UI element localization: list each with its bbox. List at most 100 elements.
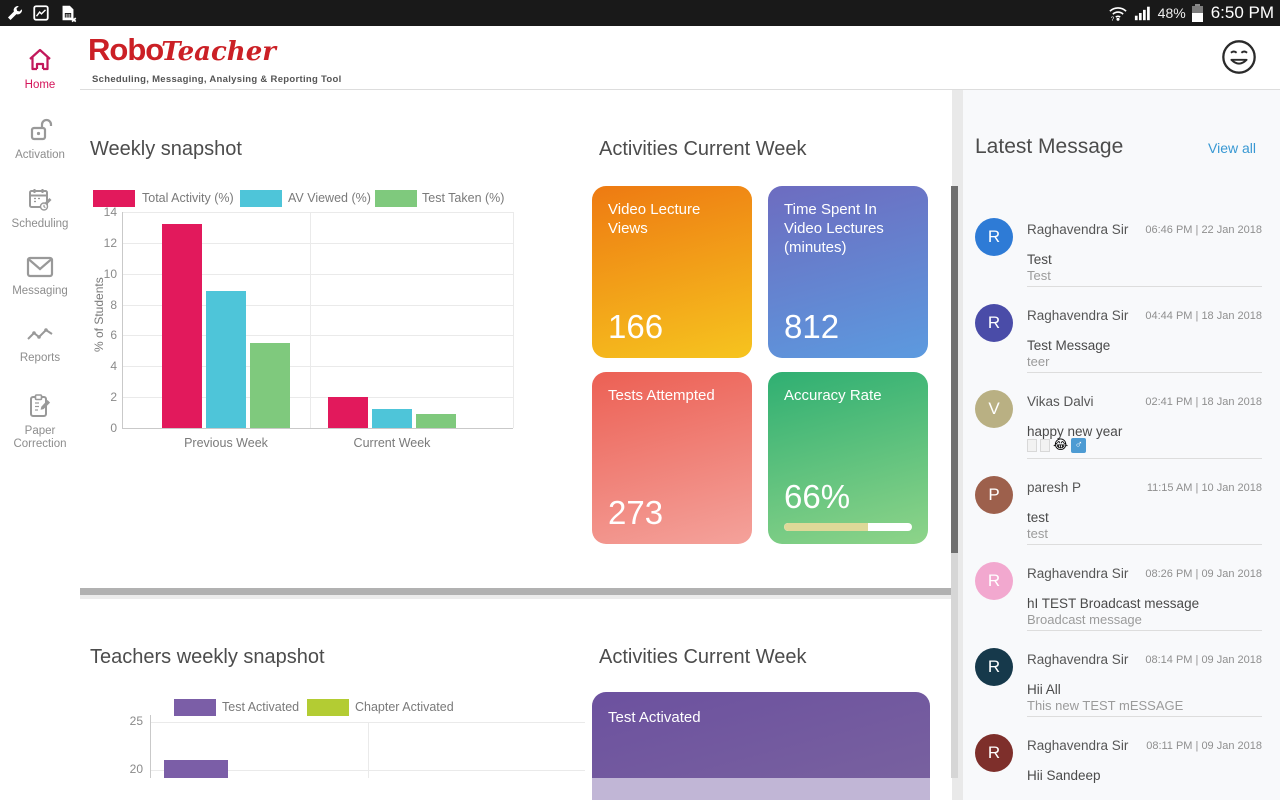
message-divider (1027, 544, 1262, 545)
message-list-item[interactable]: P paresh P 11:15 AM | 10 Jan 2018 test t… (963, 476, 1280, 562)
card-title: Accuracy Rate (784, 387, 882, 404)
logo-tagline: Scheduling, Messaging, Analysing & Repor… (92, 74, 342, 85)
ytick-0: 0 (110, 421, 117, 435)
battery-percent: 48% (1157, 5, 1186, 21)
category-label: Previous Week (184, 436, 268, 450)
message-preview: Broadcast message (1027, 612, 1142, 627)
section-divider (80, 588, 952, 595)
y-axis-label: % of Students (92, 277, 106, 352)
view-all-link[interactable]: View all (1208, 140, 1256, 156)
message-divider (1027, 286, 1262, 287)
clipped-card-fade (592, 778, 930, 800)
main-scrollbar-thumb[interactable] (951, 186, 958, 553)
wifi-icon: ? (1108, 7, 1127, 22)
activities-bottom-title: Activities Current Week (599, 646, 807, 668)
sender-name: Raghavendra Sir (1027, 738, 1129, 753)
bar-previous-week-1 (162, 224, 202, 428)
gridline-y2 (122, 397, 513, 399)
sidebar-item-scheduling[interactable]: Scheduling (0, 185, 80, 231)
clipboard-pencil-icon (30, 394, 51, 417)
gridline-y4 (122, 366, 513, 368)
sidebar-item-label: Paper Correction (13, 425, 67, 450)
message-subject: Hii All (1027, 682, 1061, 697)
legend-label-3: Test Taken (%) (422, 191, 505, 205)
smiley-profile-icon[interactable] (1220, 38, 1258, 76)
vline2-mid (368, 722, 369, 778)
sender-name: Raghavendra Sir (1027, 566, 1129, 581)
sender-name: Raghavendra Sir (1027, 308, 1129, 323)
battery-icon (1191, 4, 1203, 22)
ytick-6: 6 (110, 328, 117, 343)
message-divider (1027, 630, 1262, 631)
avatar: R (975, 734, 1013, 772)
message-list-item[interactable]: R Raghavendra Sir 08:14 PM | 09 Jan 2018… (963, 648, 1280, 734)
message-subject: Test Message (1027, 338, 1111, 353)
message-subject: test (1027, 510, 1049, 525)
sidebar-item-paper-correction[interactable]: Paper Correction (0, 392, 80, 451)
ytick2-25: 25 (129, 714, 143, 728)
message-divider (1027, 372, 1262, 373)
avatar: V (975, 390, 1013, 428)
activity-card[interactable]: Accuracy Rate 66% (768, 372, 928, 544)
legend-label-2: AV Viewed (%) (288, 191, 371, 205)
screenshot-icon (33, 5, 49, 21)
unlock-icon (30, 118, 53, 141)
card-title: Video Lecture Views (608, 201, 701, 237)
message-timestamp: 06:46 PM | 22 Jan 2018 (1145, 224, 1262, 236)
sidebar-item-messaging[interactable]: Messaging (0, 254, 80, 298)
avatar: R (975, 648, 1013, 686)
message-timestamp: 02:41 PM | 18 Jan 2018 (1145, 396, 1262, 408)
sidebar-item-home[interactable]: Home (0, 46, 80, 92)
message-preview: teer (1027, 354, 1050, 369)
message-preview: Test (1027, 268, 1051, 283)
activity-card[interactable]: Time Spent In Video Lectures (minutes) 8… (768, 186, 928, 358)
main-scrollbar-track[interactable] (951, 553, 958, 778)
bar-current-week-2 (372, 409, 412, 428)
activities-top-title: Activities Current Week (599, 138, 807, 160)
app-header: RoboTeacher Scheduling, Messaging, Analy… (0, 26, 1280, 90)
sender-name: paresh P (1027, 480, 1082, 495)
main-content: Weekly snapshot Activities Current Week … (80, 90, 952, 800)
sidebar: Home Activation Scheduling Messaging Rep… (0, 26, 80, 800)
card-value: 273 (608, 494, 664, 531)
message-list-item[interactable]: R Raghavendra Sir 08:26 PM | 09 Jan 2018… (963, 562, 1280, 648)
legend2-swatch-2 (307, 699, 349, 716)
accuracy-progress-track (784, 523, 912, 531)
message-list-item[interactable]: V Vikas Dalvi 02:41 PM | 18 Jan 2018 hap… (963, 390, 1280, 476)
sidebar-item-activation[interactable]: Activation (0, 116, 80, 162)
test-activated-card[interactable]: Test Activated (592, 692, 930, 778)
ytick-10: 10 (103, 266, 117, 281)
category-label: Current Week (353, 436, 431, 450)
legend-swatch-2 (240, 190, 282, 207)
sidebar-item-reports[interactable]: Reports (0, 323, 80, 365)
legend2-label-2: Chapter Activated (355, 700, 454, 714)
emoji-row: 😂 ♂ (1027, 437, 1087, 453)
message-divider (1027, 716, 1262, 717)
message-timestamp: 04:44 PM | 18 Jan 2018 (1145, 310, 1262, 322)
wrench-icon (7, 6, 22, 21)
message-list-item[interactable]: R Raghavendra Sir 06:46 PM | 22 Jan 2018… (963, 218, 1280, 304)
activity-card[interactable]: Video Lecture Views 166 (592, 186, 752, 358)
status-bar: ? 48% 6:50 PM (0, 0, 1280, 26)
message-subject: Test (1027, 252, 1052, 267)
card-value: 166 (608, 308, 664, 345)
weekly-snapshot-title: Weekly snapshot (90, 138, 242, 160)
latest-messages-panel: Latest Message View all R Raghavendra Si… (963, 90, 1280, 800)
message-timestamp: 08:14 PM | 09 Jan 2018 (1145, 654, 1262, 666)
gridline2-y20 (150, 770, 585, 771)
message-list-item[interactable]: R Raghavendra Sir 08:11 PM | 09 Jan 2018… (963, 734, 1280, 800)
gridline-y12 (122, 242, 513, 244)
signal-icon (1134, 6, 1150, 21)
gridline-y6 (122, 335, 513, 337)
message-list-item[interactable]: R Raghavendra Sir 04:44 PM | 18 Jan 2018… (963, 304, 1280, 390)
legend-swatch-3 (375, 190, 417, 207)
message-timestamp: 08:11 PM | 09 Jan 2018 (1146, 740, 1262, 752)
avatar: R (975, 562, 1013, 600)
latest-message-title: Latest Message (975, 135, 1124, 158)
male-sign-emoji: ♂ (1071, 437, 1087, 453)
card-title: Time Spent In Video Lectures (minutes) (784, 201, 884, 256)
legend2-label-1: Test Activated (222, 700, 300, 714)
activity-card[interactable]: Tests Attempted 273 (592, 372, 752, 544)
bar-previous-week-3 (250, 343, 290, 428)
